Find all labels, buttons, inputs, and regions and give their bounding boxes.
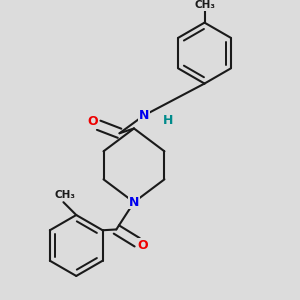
Text: N: N: [129, 196, 139, 209]
Text: O: O: [88, 115, 98, 128]
Text: O: O: [138, 239, 148, 252]
Text: CH₃: CH₃: [194, 0, 215, 10]
Text: CH₃: CH₃: [55, 190, 76, 200]
Text: H: H: [162, 114, 173, 127]
Text: N: N: [138, 109, 149, 122]
